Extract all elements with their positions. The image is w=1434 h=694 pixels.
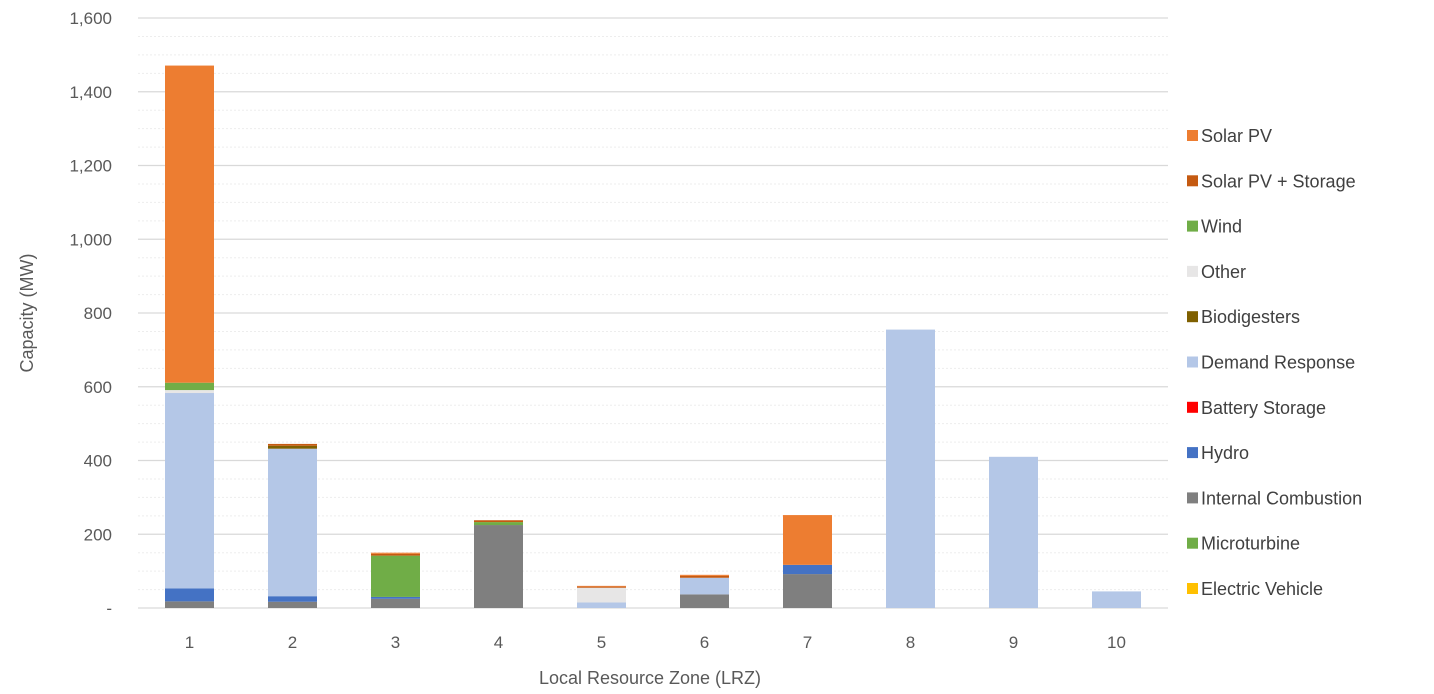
legend-swatch xyxy=(1187,311,1198,323)
y-axis-title: Capacity (MW) xyxy=(17,253,37,372)
y-tick-label: 1,200 xyxy=(69,157,112,176)
legend-label: Battery Storage xyxy=(1201,398,1326,418)
bar-segment xyxy=(165,382,214,391)
legend-label: Biodigesters xyxy=(1201,307,1300,327)
bar-segment xyxy=(165,390,214,394)
bar-segment xyxy=(680,574,729,576)
bar-segment xyxy=(680,577,729,595)
bar-segment xyxy=(783,574,832,608)
x-tick-label: 5 xyxy=(597,633,606,652)
legend-label: Demand Response xyxy=(1201,353,1355,373)
y-tick-label: - xyxy=(106,599,112,618)
x-axis-ticks: 1 2 3 4 5 6 7 8 9 10 xyxy=(185,633,1126,652)
legend-swatch xyxy=(1187,130,1198,141)
bar-segment xyxy=(371,598,420,608)
bar-segment xyxy=(474,520,523,523)
x-axis-title: Local Resource Zone (LRZ) xyxy=(539,668,761,688)
bar-segment xyxy=(680,594,729,608)
legend-swatch xyxy=(1187,492,1198,504)
bar-segment xyxy=(371,596,420,599)
bar-segment xyxy=(989,456,1038,608)
bar-segment xyxy=(577,585,626,587)
legend-swatch xyxy=(1187,265,1198,277)
x-tick-label: 4 xyxy=(494,633,503,652)
legend-swatch xyxy=(1187,583,1198,594)
bar-segment xyxy=(165,601,214,608)
x-tick-label: 6 xyxy=(700,633,709,652)
bar-segment xyxy=(165,65,214,383)
bar-segment xyxy=(268,448,317,597)
legend-label: Microturbine xyxy=(1201,534,1300,554)
legend-swatch xyxy=(1187,447,1198,459)
x-tick-label: 1 xyxy=(185,633,194,652)
legend-label: Internal Combustion xyxy=(1201,488,1362,508)
bar-segment xyxy=(371,555,420,597)
legend-label: Solar PV + Storage xyxy=(1201,171,1356,191)
x-tick-label: 9 xyxy=(1009,633,1018,652)
bar-segment xyxy=(886,329,935,608)
x-tick-label: 8 xyxy=(906,633,915,652)
x-tick-label: 3 xyxy=(391,633,400,652)
y-axis-ticks: - 200 400 600 800 1,000 1,200 1,400 1,600 xyxy=(69,9,112,618)
bar-segment xyxy=(783,515,832,565)
bar-segment xyxy=(680,575,729,578)
bar-segment xyxy=(783,564,832,575)
y-tick-label: 1,600 xyxy=(69,9,112,28)
legend-swatch xyxy=(1187,356,1198,368)
legend: Solar PV Solar PV + Storage Wind Other Biodi… xyxy=(1187,126,1362,599)
legend-label: Solar PV xyxy=(1201,126,1272,146)
y-tick-label: 1,400 xyxy=(69,83,112,102)
bar-segment xyxy=(268,443,317,446)
bar-segment xyxy=(268,445,317,449)
legend-swatch xyxy=(1187,401,1198,413)
bar-segment xyxy=(577,587,626,603)
legend-swatch xyxy=(1187,175,1198,187)
bar-segment xyxy=(474,522,523,526)
legend-swatch xyxy=(1187,220,1198,232)
x-tick-label: 10 xyxy=(1107,633,1126,652)
y-tick-label: 400 xyxy=(84,452,112,471)
y-tick-label: 800 xyxy=(84,304,112,323)
legend-label: Hydro xyxy=(1201,443,1249,463)
y-tick-label: 600 xyxy=(84,378,112,397)
bar-segment xyxy=(268,601,317,608)
bar-segment xyxy=(474,525,523,608)
legend-swatch xyxy=(1187,537,1198,549)
bar-segment xyxy=(165,393,214,589)
bar-segment xyxy=(371,553,420,556)
x-tick-label: 7 xyxy=(803,633,812,652)
bar-segment xyxy=(268,596,317,602)
legend-label: Electric Vehicle xyxy=(1201,579,1323,599)
bar-segment xyxy=(371,552,420,554)
legend-label: Other xyxy=(1201,262,1246,282)
bar-segment xyxy=(165,588,214,602)
bar-segment xyxy=(1092,591,1141,608)
x-tick-label: 2 xyxy=(288,633,297,652)
bars xyxy=(165,65,1141,608)
legend-label: Wind xyxy=(1201,217,1242,237)
y-tick-label: 1,000 xyxy=(69,230,112,249)
bar-segment xyxy=(577,586,626,588)
bar-segment xyxy=(577,602,626,608)
y-tick-label: 200 xyxy=(84,525,112,544)
